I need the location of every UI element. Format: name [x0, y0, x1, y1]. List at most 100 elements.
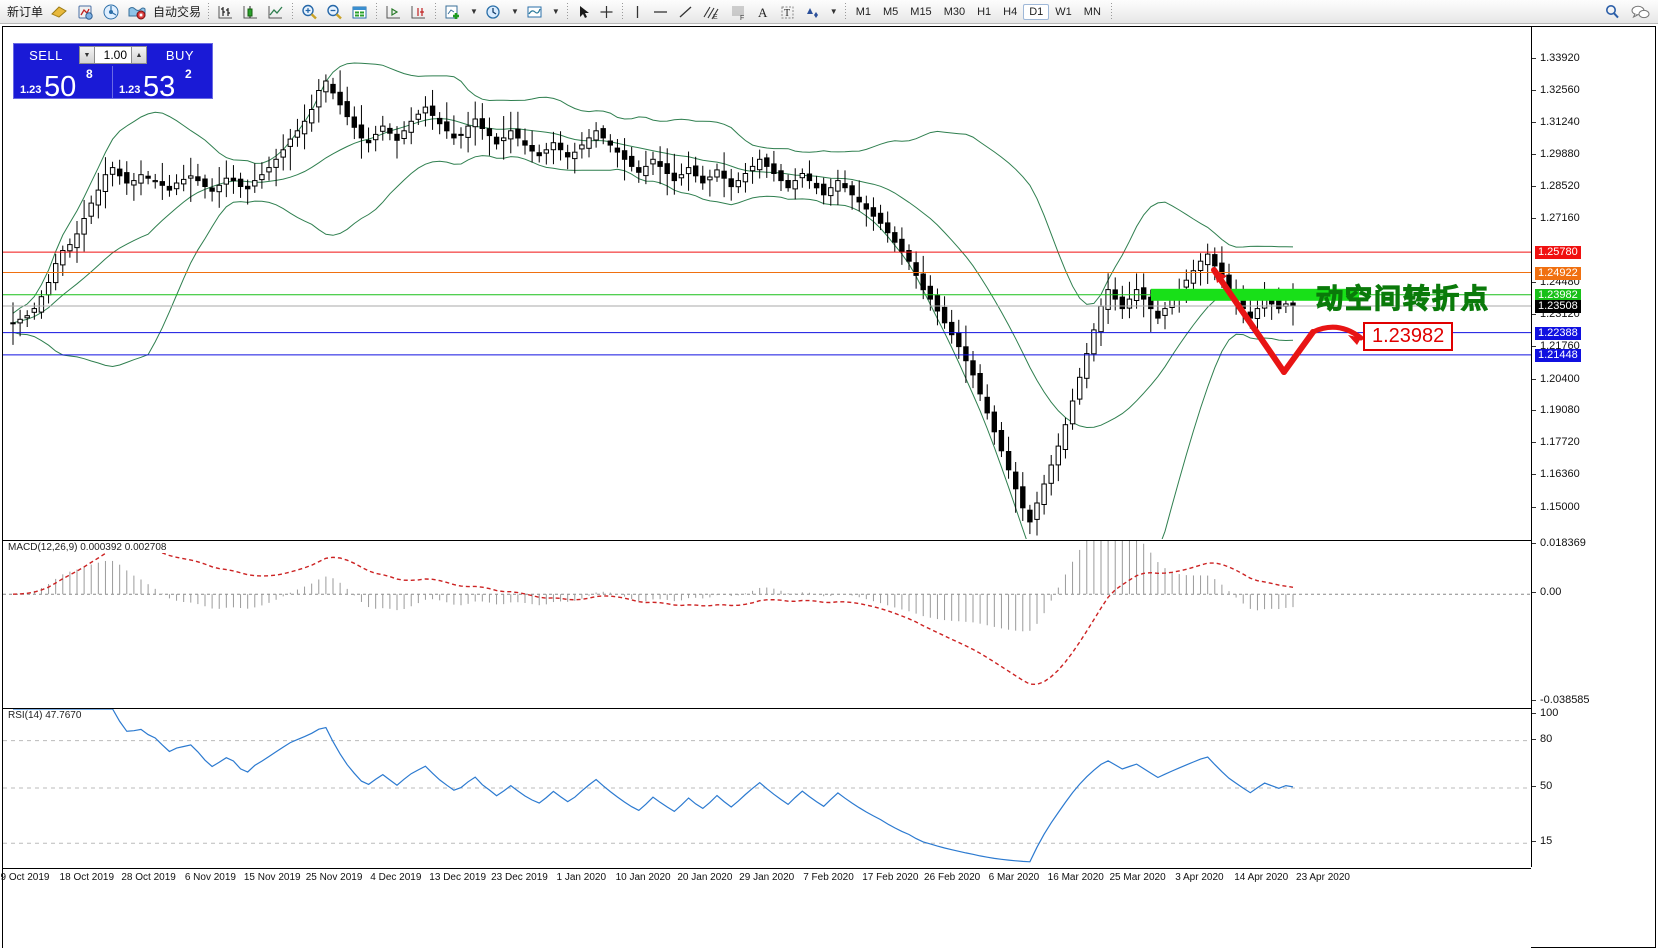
expert-advisors-icon[interactable]: [46, 1, 72, 23]
tick-label: 1.33920: [1540, 52, 1580, 65]
bar-chart-icon[interactable]: [213, 1, 238, 23]
tick-mark: [1532, 700, 1536, 701]
timeframe-w1[interactable]: W1: [1055, 5, 1072, 18]
sell-price[interactable]: 1.23 50 8: [14, 66, 113, 102]
tick-label: 1.17720: [1540, 436, 1580, 449]
cursor-icon[interactable]: [572, 1, 595, 23]
tick-label: 15: [1540, 835, 1553, 848]
auto-scroll-icon[interactable]: [406, 1, 431, 23]
crosshair-icon[interactable]: [595, 1, 618, 23]
volume-stepper[interactable]: ▼ 1.00 ▲: [79, 46, 147, 64]
price-level-tag-pivot-green[interactable]: 1.23982: [1535, 288, 1581, 302]
templates-icon[interactable]: [522, 1, 547, 23]
toolbar-separator: [208, 2, 210, 21]
candlestick-chart-icon[interactable]: [238, 1, 263, 23]
rsi-pane[interactable]: RSI(14) 47.7670: [3, 708, 1531, 867]
tick-mark: [1532, 841, 1536, 843]
zoom-in-icon[interactable]: [297, 1, 322, 23]
chevron-down-icon[interactable]: ▼: [470, 7, 478, 16]
tick-label: 1.31240: [1540, 115, 1580, 128]
tick-label: 100: [1540, 707, 1559, 719]
timeframe-mn[interactable]: MN: [1083, 5, 1101, 18]
svg-text:F: F: [740, 15, 744, 21]
indicators-icon[interactable]: [440, 1, 465, 23]
macd-pane[interactable]: MACD(12,26,9) 0.000392 0.002708: [3, 540, 1531, 706]
timeframe-d1[interactable]: D1: [1023, 3, 1050, 20]
timeframe-h4[interactable]: H4: [1003, 5, 1018, 18]
chevron-down-icon[interactable]: ▼: [551, 7, 560, 16]
price-level-tag-resistance-red[interactable]: 1.25780: [1535, 246, 1581, 260]
shapes-icon[interactable]: [800, 1, 825, 23]
market-icon[interactable]: [98, 1, 124, 23]
timeframe-h1[interactable]: H1: [977, 5, 992, 18]
buy-price-main: 53: [143, 71, 176, 103]
signals-icon[interactable]: [72, 1, 98, 23]
vertical-line-icon[interactable]: [627, 1, 648, 23]
tick-label: 0.018369: [1540, 537, 1586, 549]
sell-button[interactable]: SELL: [29, 47, 63, 63]
volume-increase-icon[interactable]: ▲: [131, 46, 147, 64]
fibonacci-icon[interactable]: F: [725, 1, 752, 23]
new-order-button[interactable]: 新订单: [4, 1, 46, 23]
text-label-icon[interactable]: A: [752, 1, 775, 23]
trendline-icon[interactable]: [673, 1, 698, 23]
sell-price-fraction: 8: [86, 67, 93, 81]
chart-window[interactable]: GBPUSD-,Daily 1.23502 1.23762 1.22971 1.…: [0, 26, 1656, 948]
data-window-icon[interactable]: [347, 1, 372, 23]
price-pane[interactable]: [3, 27, 1531, 539]
tick-label: -0.038585: [1540, 694, 1590, 706]
tick-mark: [1532, 378, 1536, 380]
tick-label: 80: [1540, 732, 1553, 745]
tick-label: 50: [1540, 780, 1553, 792]
tick-mark: [1532, 738, 1536, 740]
price-level-tag-support-blue-2[interactable]: 1.21448: [1535, 348, 1581, 362]
time-scale[interactable]: 9 Oct 2019 18 Oct 2019 28 Oct 2019 6 Nov 20…: [0, 868, 1531, 948]
text-icon[interactable]: T: [775, 1, 800, 23]
time-tick-label: 25 Nov 2019: [305, 872, 363, 883]
tick-mark: [1532, 90, 1536, 92]
one-click-trading-panel[interactable]: SELL ▼ 1.00 ▲ BUY 1.23 50 8 1.23 53 2: [13, 43, 213, 102]
autotrading-button[interactable]: 自动交易: [150, 1, 204, 23]
buy-price[interactable]: 1.23 53 2: [113, 66, 212, 102]
time-tick-label: 18 Oct 2019: [59, 872, 115, 883]
time-tick-label: 17 Feb 2020: [862, 872, 919, 883]
tick-mark: [1532, 592, 1536, 594]
line-chart-icon[interactable]: [263, 1, 288, 23]
chart-shift-icon[interactable]: [381, 1, 406, 23]
timeframe-m5[interactable]: M5: [883, 5, 899, 18]
zoom-out-icon[interactable]: [322, 1, 347, 23]
volume-input[interactable]: 1.00: [95, 46, 131, 64]
timeframe-m15[interactable]: M15: [910, 5, 932, 18]
autotrading-icon[interactable]: [124, 1, 150, 23]
horizontal-line-icon[interactable]: [648, 1, 673, 23]
period-icon[interactable]: [481, 1, 506, 23]
tick-mark: [1532, 474, 1536, 476]
oct-prices-row: 1.23 50 8 1.23 53 2: [14, 66, 212, 102]
price-level-tag-last-price[interactable]: 1.23508: [1535, 300, 1581, 314]
chevron-down-icon[interactable]: ▼: [510, 7, 519, 16]
chat-icon[interactable]: [1626, 1, 1654, 23]
chevron-down-icon[interactable]: ▼: [829, 7, 838, 16]
sell-price-main: 50: [44, 71, 77, 103]
timeframe-m30[interactable]: M30: [943, 5, 966, 18]
time-tick-label: 10 Jan 2020: [615, 872, 671, 883]
time-tick-label: 3 Apr 2020: [1175, 872, 1224, 883]
toolbar-separator: [1110, 2, 1112, 21]
search-icon[interactable]: [1600, 1, 1626, 23]
svg-text:E: E: [713, 14, 718, 21]
macd-chart-svg: [3, 541, 1531, 686]
time-tick-label: 29 Jan 2020: [739, 872, 795, 883]
rsi-chart-svg: [3, 709, 1531, 863]
time-tick-label: 9 Oct 2019: [0, 872, 50, 883]
time-tick-label: 6 Mar 2020: [988, 872, 1040, 883]
price-level-tag-support-blue-1[interactable]: 1.22388: [1535, 326, 1581, 340]
price-level-tag-resistance-orange[interactable]: 1.24922: [1535, 266, 1581, 280]
timeframe-m1[interactable]: M1: [855, 5, 871, 18]
tick-mark: [1532, 121, 1536, 123]
price-scale[interactable]: 1.33920 1.32560 1.31240 1.29880 1.28520 1.271…: [1531, 27, 1655, 867]
toolbar-separator: [621, 2, 623, 21]
volume-decrease-icon[interactable]: ▼: [79, 46, 95, 64]
oct-controls-row: SELL ▼ 1.00 ▲ BUY: [14, 44, 212, 66]
equidistant-channel-icon[interactable]: E: [698, 1, 725, 23]
buy-button[interactable]: BUY: [165, 47, 195, 63]
